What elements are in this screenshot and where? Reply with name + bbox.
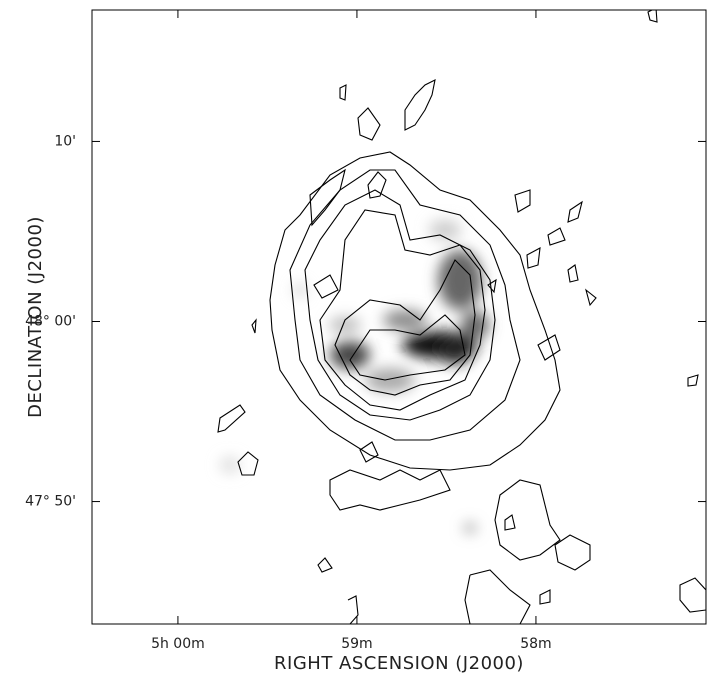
contours <box>218 8 706 624</box>
y-tick-label: 47° 50' <box>25 494 76 510</box>
chart: RIGHT ASCENSION (J2000) DECLINATION (J20… <box>0 0 715 680</box>
x-axis-title: RIGHT ASCENSION (J2000) <box>274 653 524 674</box>
x-tick-label: 59m <box>341 636 372 652</box>
x-tick-label: 5h 00m <box>151 636 205 652</box>
grayscale-emission <box>220 220 489 533</box>
x-tick-label: 58m <box>520 636 551 652</box>
y-tick-label: 10' <box>54 133 76 149</box>
image <box>218 8 706 624</box>
y-tick-label: 48° 00' <box>25 314 76 330</box>
page: {"chart_data": {"type": "image", "x_labe… <box>0 0 715 680</box>
